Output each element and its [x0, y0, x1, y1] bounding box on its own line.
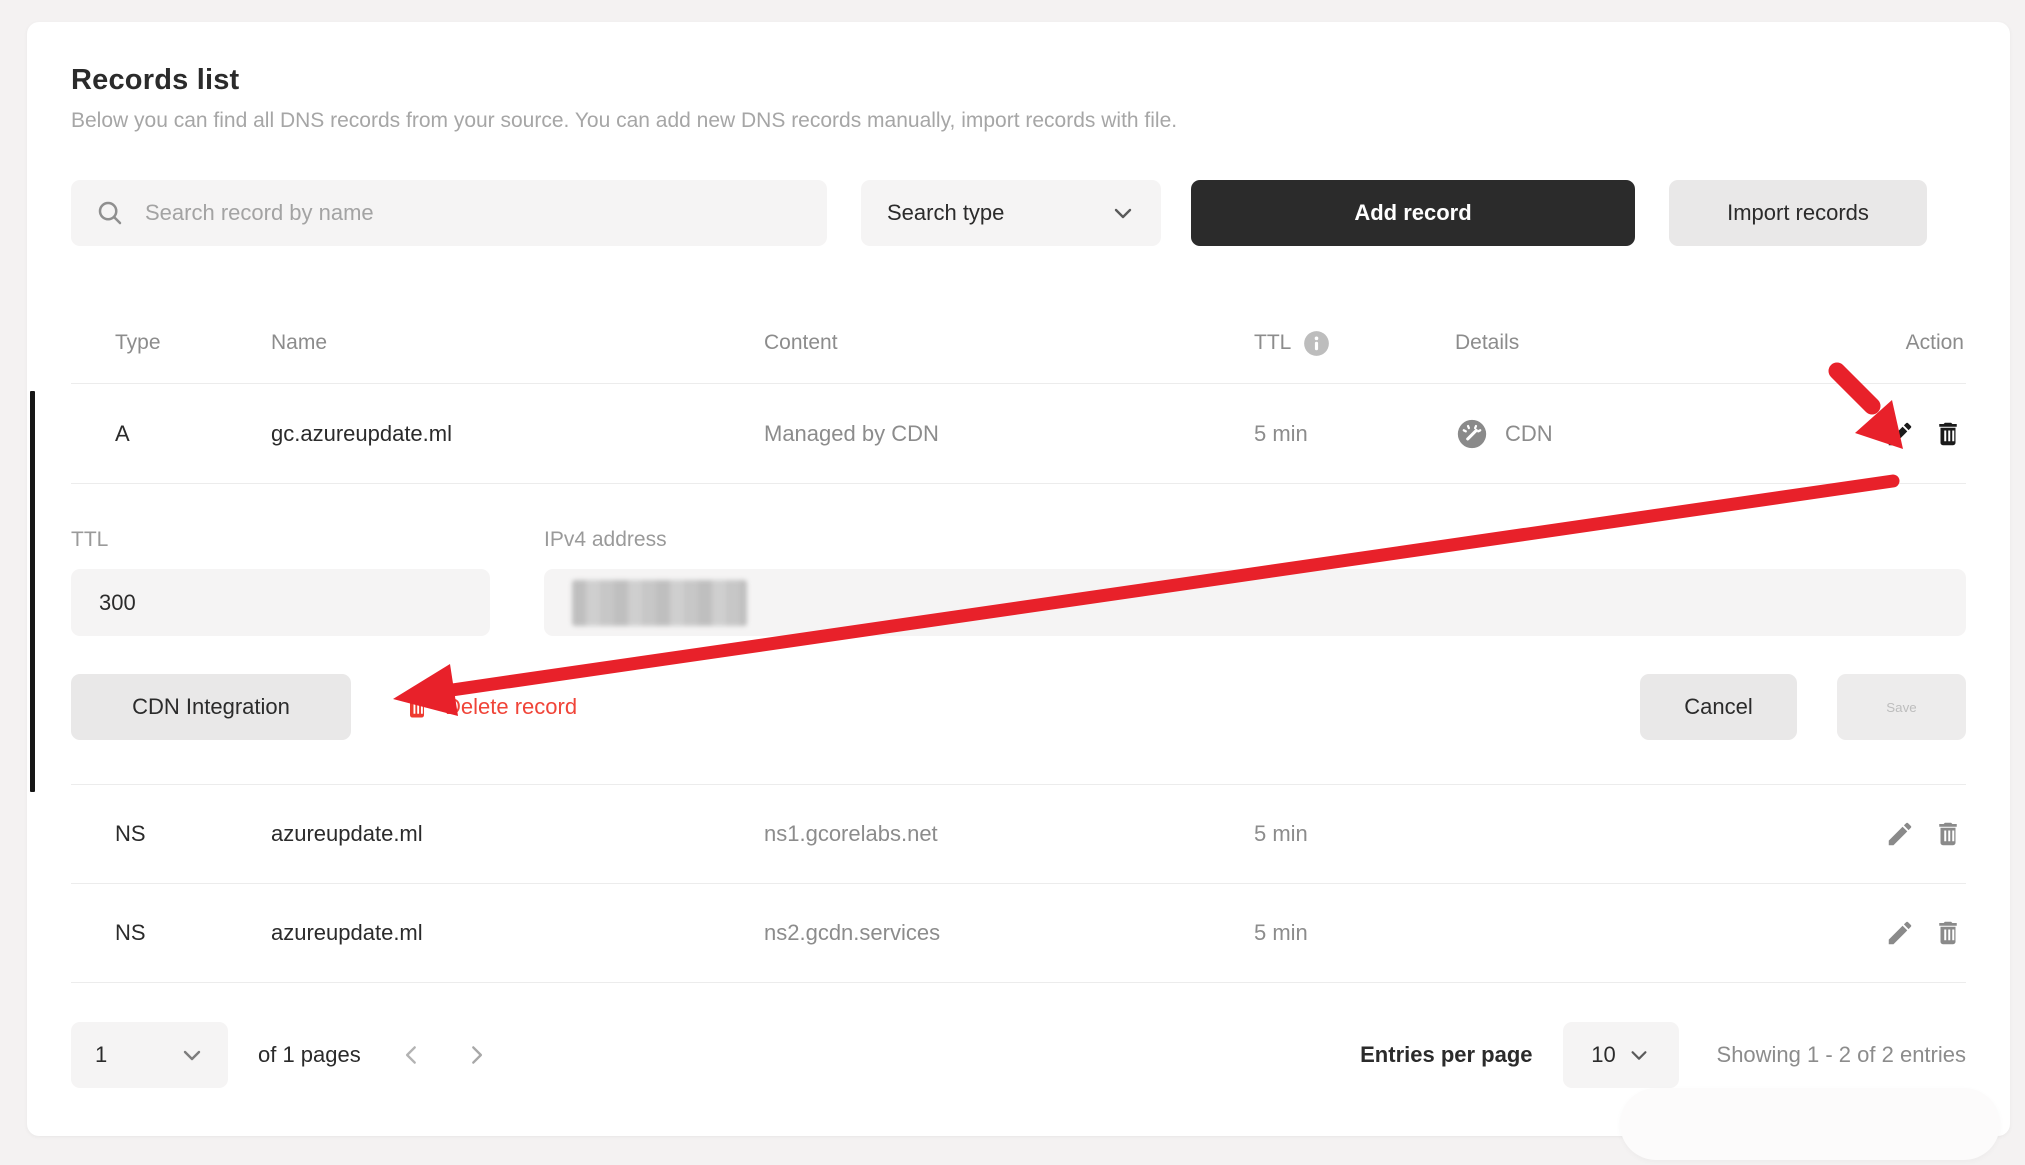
trash-icon [1933, 918, 1963, 948]
record-ttl: 5 min [1254, 821, 1308, 846]
record-content: ns1.gcorelabs.net [764, 821, 938, 846]
info-icon[interactable] [1303, 330, 1330, 357]
chevron-down-icon [1628, 1044, 1650, 1066]
chevron-left-icon [405, 1046, 416, 1064]
ttl-field[interactable] [99, 589, 462, 616]
column-header-type: Type [115, 331, 161, 354]
chevron-right-icon [471, 1046, 482, 1064]
next-page-button[interactable] [463, 1042, 489, 1068]
chevron-down-icon [1111, 201, 1135, 225]
records-list-card: Records list Below you can find all DNS … [27, 22, 2010, 1136]
trash-icon [403, 693, 431, 721]
selected-row-indicator [30, 391, 35, 792]
record-type: A [115, 420, 130, 446]
pencil-icon [1885, 918, 1915, 948]
edit-record-button[interactable] [1884, 418, 1916, 450]
page-number-select[interactable]: 1 [71, 1022, 228, 1088]
search-input[interactable] [145, 200, 803, 226]
record-name: gc.azureupdate.ml [271, 420, 452, 446]
table-row-a-record[interactable]: A gc.azureupdate.ml Managed by CDN 5 min… [71, 384, 1966, 484]
record-ttl: 5 min [1254, 920, 1308, 945]
entries-per-page-value: 10 [1591, 1042, 1616, 1067]
record-details: CDN [1455, 417, 1795, 451]
record-type: NS [115, 821, 146, 846]
table-row-ns2-record[interactable]: NS azureupdate.ml ns2.gcdn.services 5 mi… [71, 884, 1966, 983]
record-edit-panel: TTL IPv4 address CDN Integration Delete … [71, 484, 1966, 785]
pages-count-label: of 1 pages [258, 1042, 361, 1067]
trash-icon [1933, 819, 1963, 849]
column-header-content: Content [764, 331, 838, 354]
gauge-icon [1457, 419, 1487, 448]
search-type-label: Search type [887, 200, 1005, 225]
ipv4-field-label: IPv4 address [544, 528, 667, 551]
records-table: Type Name Content TTL Details Action A g… [71, 303, 1966, 983]
delete-record-icon-button[interactable] [1932, 818, 1964, 850]
edit-record-button[interactable] [1884, 917, 1916, 949]
trash-icon [1933, 419, 1963, 449]
ipv4-field[interactable] [544, 569, 1966, 636]
pencil-icon [1885, 419, 1915, 449]
delete-record-label: Delete record [445, 694, 578, 719]
record-actions [1795, 818, 1966, 850]
showing-entries-label: Showing 1 - 2 of 2 entries [1716, 1042, 1966, 1067]
cdn-integration-button[interactable]: CDN Integration [71, 674, 351, 740]
toolbar: Search type Add record Import records [71, 180, 1966, 246]
entries-per-page-select[interactable]: 10 [1562, 1022, 1679, 1088]
pagination-bar: 1 of 1 pages Entries per page 10 Showing… [71, 983, 1966, 1127]
delete-record-icon-button[interactable] [1932, 917, 1964, 949]
edit-record-button[interactable] [1884, 818, 1916, 850]
column-header-name: Name [271, 331, 328, 354]
redacted-ipv4-value [572, 579, 747, 626]
delete-record-icon-button[interactable] [1932, 418, 1964, 450]
column-header-ttl: TTL [1254, 330, 1455, 357]
table-header-row: Type Name Content TTL Details Action [71, 303, 1966, 384]
save-button[interactable]: Save [1837, 674, 1966, 740]
add-record-button[interactable]: Add record [1191, 180, 1635, 246]
search-box[interactable] [71, 180, 827, 246]
search-icon [98, 201, 122, 225]
delete-record-button[interactable]: Delete record [403, 693, 577, 721]
record-actions [1795, 917, 1966, 949]
record-details-label: CDN [1505, 420, 1553, 446]
column-header-action: Action [1905, 331, 1964, 354]
page-number-value: 1 [95, 1042, 108, 1067]
table-row-ns1-record[interactable]: NS azureupdate.ml ns1.gcorelabs.net 5 mi… [71, 785, 1966, 884]
previous-page-button[interactable] [399, 1042, 425, 1068]
record-ttl: 5 min [1254, 420, 1308, 446]
pencil-icon [1885, 819, 1915, 849]
record-type: NS [115, 920, 146, 945]
page-subtitle: Below you can find all DNS records from … [71, 109, 1178, 132]
chevron-down-icon [180, 1043, 204, 1067]
page-title: Records list [71, 64, 240, 96]
search-type-select[interactable]: Search type [861, 180, 1161, 246]
bottom-right-blob [1620, 1088, 2000, 1160]
record-content: ns2.gcdn.services [764, 920, 941, 945]
entries-per-page-label: Entries per page [1360, 1042, 1533, 1067]
record-content: Managed by CDN [764, 420, 939, 446]
import-records-button[interactable]: Import records [1669, 180, 1927, 246]
cancel-button[interactable]: Cancel [1640, 674, 1797, 740]
column-header-details: Details [1455, 331, 1520, 354]
record-name: azureupdate.ml [271, 821, 423, 846]
record-actions [1795, 418, 1966, 450]
ttl-field-label: TTL [71, 528, 109, 551]
record-name: azureupdate.ml [271, 920, 423, 945]
